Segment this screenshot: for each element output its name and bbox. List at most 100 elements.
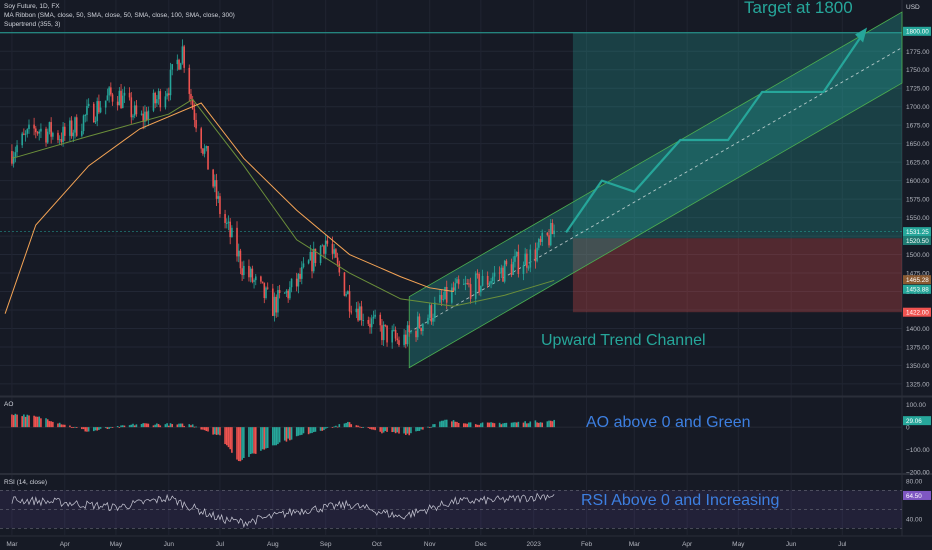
candle-up <box>503 260 506 282</box>
ao-tick-label: 0 <box>906 425 910 432</box>
x-tick-label: Sep <box>320 541 332 548</box>
ao-bar <box>203 427 206 431</box>
annotation-channel[interactable]: Upward Trend Channel <box>541 332 706 349</box>
chart-title[interactable]: Soy Future, 1D, FX <box>4 3 60 10</box>
candle-down <box>215 180 218 199</box>
candle-up <box>302 263 305 268</box>
candle-up <box>171 64 174 70</box>
candle-up <box>403 334 405 346</box>
candle-up <box>132 115 134 118</box>
ao-bar <box>26 414 29 428</box>
ao-bar <box>178 423 180 428</box>
ao-bar <box>98 427 100 430</box>
candle-down <box>478 274 480 293</box>
ao-bar <box>347 421 349 428</box>
ao-bar <box>11 414 13 428</box>
annotation-target[interactable]: Target at 1800 <box>744 0 853 17</box>
candle-up <box>283 292 286 294</box>
candle-up <box>140 113 143 115</box>
candle-up <box>62 126 64 143</box>
ao-bar <box>272 427 274 446</box>
candle-up <box>14 152 17 157</box>
indicator-supertrend[interactable]: Supertrend (355, 3) <box>4 21 61 28</box>
ao-bar <box>121 425 124 428</box>
ao-bar <box>147 423 150 428</box>
ao-bar <box>350 424 353 428</box>
ao-bar <box>457 422 460 428</box>
ao-bar <box>289 427 291 441</box>
ao-bar <box>466 423 468 428</box>
ao-bar <box>430 426 433 428</box>
ao-bar <box>406 427 409 434</box>
ao-histogram <box>0 413 902 462</box>
candle-up <box>48 122 51 132</box>
ao-bar <box>369 427 371 430</box>
rsi-line <box>11 492 555 529</box>
candle-up <box>58 139 61 141</box>
ao-bar <box>277 427 279 445</box>
ao-bar <box>81 427 83 430</box>
indicator-ma-ribbon[interactable]: MA Ribbon (SMA, close, 50, SMA, close, 5… <box>4 12 235 19</box>
ao-bar <box>236 427 238 460</box>
annotation-ao[interactable]: AO above 0 and Green <box>586 414 751 431</box>
ao-bar <box>546 421 549 428</box>
ao-bar <box>176 424 179 428</box>
x-tick-label: Feb <box>581 541 593 548</box>
ao-bar <box>541 422 544 428</box>
ao-bar <box>374 427 376 431</box>
ao-bar <box>265 427 267 449</box>
candle-down <box>546 232 549 236</box>
x-tick-label: Aug <box>267 541 279 548</box>
candle-down <box>295 278 298 287</box>
candle-down <box>224 214 226 223</box>
candle-down <box>440 294 443 300</box>
y-tick-label: 1675.00 <box>906 123 930 130</box>
y-tick-label: 1325.00 <box>906 381 930 388</box>
candle-down <box>526 253 528 268</box>
candle-up <box>493 272 496 277</box>
annotation-rsi[interactable]: RSI Above 0 and Increasing <box>581 492 780 509</box>
ao-bar <box>307 427 310 435</box>
candle-down <box>381 325 383 341</box>
ao-bar <box>40 418 42 428</box>
candle-down <box>75 117 78 136</box>
ao-bar <box>301 427 303 435</box>
candle-up <box>277 290 279 313</box>
ao-bar <box>297 427 300 436</box>
ao-bar <box>319 427 322 431</box>
candle-up <box>538 239 540 248</box>
candle-up <box>456 279 458 284</box>
candle-up <box>514 255 516 262</box>
candle-down <box>357 308 359 321</box>
candle-down <box>23 133 25 135</box>
ao-bar <box>338 424 341 428</box>
candle-down <box>36 132 39 134</box>
ao-bar <box>123 425 126 428</box>
y-tick-label: 1550.00 <box>906 215 930 222</box>
ao-bar <box>159 425 162 428</box>
candle-up <box>515 251 518 256</box>
currency-label: USD <box>906 4 920 11</box>
ao-bar <box>493 423 496 428</box>
ao-bar <box>96 427 98 431</box>
candle-down <box>539 239 542 242</box>
ao-bar <box>169 423 172 428</box>
candle-down <box>183 46 185 68</box>
candle-down <box>212 169 214 187</box>
badge-target: 1800.00 <box>906 29 929 36</box>
ao-pane-label[interactable]: AO <box>4 401 14 408</box>
candle-up <box>179 63 182 70</box>
moving-averages <box>4 98 555 314</box>
candle-up <box>249 268 252 278</box>
candle-up <box>205 146 208 149</box>
ao-bar <box>358 426 361 428</box>
ao-bar <box>536 422 538 428</box>
candle-up <box>72 132 75 137</box>
ao-bar <box>410 427 412 434</box>
rsi-pane-label[interactable]: RSI (14, close) <box>4 479 47 486</box>
ao-bar <box>396 427 399 433</box>
ao-bar <box>480 423 482 428</box>
trend-channel <box>408 11 903 369</box>
ao-bar <box>45 418 47 428</box>
